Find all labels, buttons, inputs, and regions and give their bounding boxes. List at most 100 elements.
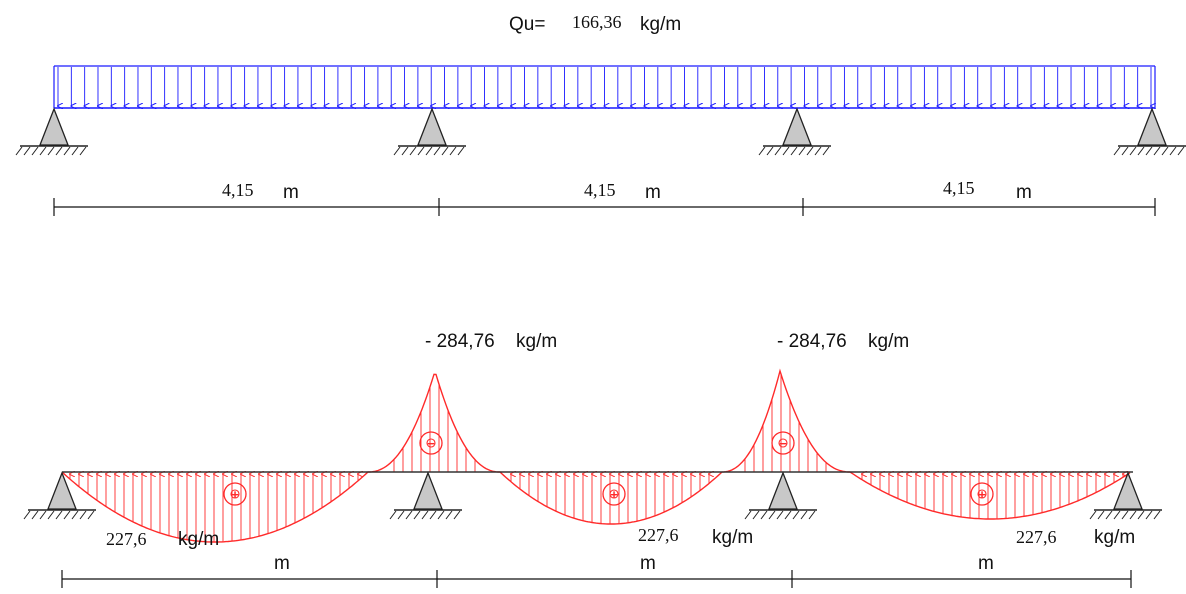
support-triangle [1113, 471, 1143, 510]
support-hatch [768, 510, 776, 520]
support-hatch [71, 146, 79, 156]
support-moment-1-value: - 284,76 [425, 331, 495, 352]
support-hatch [429, 510, 437, 520]
support-hatch [808, 510, 816, 520]
support-hatch [1097, 510, 1105, 520]
support-hatch [409, 146, 417, 156]
support-icon [23, 471, 96, 520]
support-hatch [389, 510, 397, 520]
support-triangle [417, 107, 447, 146]
support-hatch [79, 146, 87, 156]
supports-bottom [23, 471, 1162, 520]
support-hatch [1129, 146, 1137, 156]
support-hatch [760, 510, 768, 520]
support-triangle [39, 107, 69, 146]
sign-label: + [231, 487, 239, 502]
support-hatch [776, 510, 784, 520]
support-hatch [31, 146, 39, 156]
support-hatch [39, 146, 47, 156]
support-hatch [752, 510, 760, 520]
sign-label: − [779, 436, 787, 451]
sign-label: + [978, 487, 986, 502]
sign-circle-inner [977, 489, 987, 499]
support-hatch [758, 146, 766, 156]
support-hatch [39, 510, 47, 520]
support-icon [389, 471, 462, 520]
span-moment-1-unit: kg/m [178, 529, 219, 550]
support-hatch [1169, 146, 1177, 156]
moment-hatching [70, 374, 1123, 542]
support-hatch [405, 510, 413, 520]
support-hatch [814, 146, 822, 156]
distributed-load [53, 65, 1155, 108]
support-hatch [782, 146, 790, 156]
support-icon [1089, 471, 1162, 520]
support-triangle [413, 471, 443, 510]
support-hatch [792, 510, 800, 520]
support-hatch [421, 510, 429, 520]
span-moment-3-unit: kg/m [1094, 527, 1135, 548]
support-hatch [453, 510, 461, 520]
span-3-length: 4,15 [943, 178, 975, 198]
span-moment-1-value: 227,6 [106, 529, 147, 549]
support-hatch [417, 146, 425, 156]
sign-circle [419, 431, 443, 455]
bottom-span-2-unit: m [640, 553, 656, 574]
support-icon [393, 107, 466, 156]
span-3-unit: m [1016, 182, 1032, 203]
span-moment-2-value: 227,6 [638, 525, 679, 545]
support-icon [744, 471, 817, 520]
support-hatch [397, 510, 405, 520]
support-hatch [445, 510, 453, 520]
span-moment-2-unit: kg/m [712, 527, 753, 548]
span-moment-3-value: 227,6 [1016, 527, 1057, 547]
support-hatch [71, 510, 79, 520]
span-2-unit: m [645, 182, 661, 203]
support-hatch [457, 146, 465, 156]
negative-sign-icon: − [419, 431, 443, 455]
span-2-length: 4,15 [584, 180, 616, 200]
positive-sign-icon: + [970, 482, 994, 506]
support-hatch [23, 510, 31, 520]
support-hatch [806, 146, 814, 156]
span-dimension-bottom [61, 570, 1132, 588]
support-hatch [1137, 510, 1145, 520]
support-hatch [790, 146, 798, 156]
sign-label: − [427, 436, 435, 451]
support-hatch [23, 146, 31, 156]
support-hatch [766, 146, 774, 156]
sign-circle-inner [230, 489, 240, 499]
support-hatch [449, 146, 457, 156]
support-moment-2-value: - 284,76 [777, 331, 847, 352]
support-triangle [1137, 107, 1167, 146]
sign-circle-inner [778, 438, 788, 448]
support-hatch [31, 510, 39, 520]
support-hatch [798, 146, 806, 156]
moment-sign-markers: + − + − + [223, 431, 994, 506]
support-hatch [1177, 146, 1185, 156]
support-triangle [47, 471, 77, 510]
span-1-length: 4,15 [222, 180, 254, 200]
support-hatch [55, 146, 63, 156]
sign-circle [602, 482, 626, 506]
support-hatch [800, 510, 808, 520]
support-hatch [822, 146, 830, 156]
bottom-span-3-unit: m [978, 553, 994, 574]
positive-sign-icon: + [602, 482, 626, 506]
support-icon [758, 107, 831, 156]
support-hatch [1121, 146, 1129, 156]
support-hatch [413, 510, 421, 520]
sign-circle [771, 431, 795, 455]
support-hatch [79, 510, 87, 520]
support-hatch [744, 510, 752, 520]
bottom-span-1-unit: m [274, 553, 290, 574]
support-hatch [63, 146, 71, 156]
support-hatch [1089, 510, 1097, 520]
support-hatch [1113, 510, 1121, 520]
support-hatch [1121, 510, 1129, 520]
support-hatch [15, 146, 23, 156]
positive-sign-icon: + [223, 482, 247, 506]
sign-circle [223, 482, 247, 506]
moment-curve [61, 368, 1131, 543]
